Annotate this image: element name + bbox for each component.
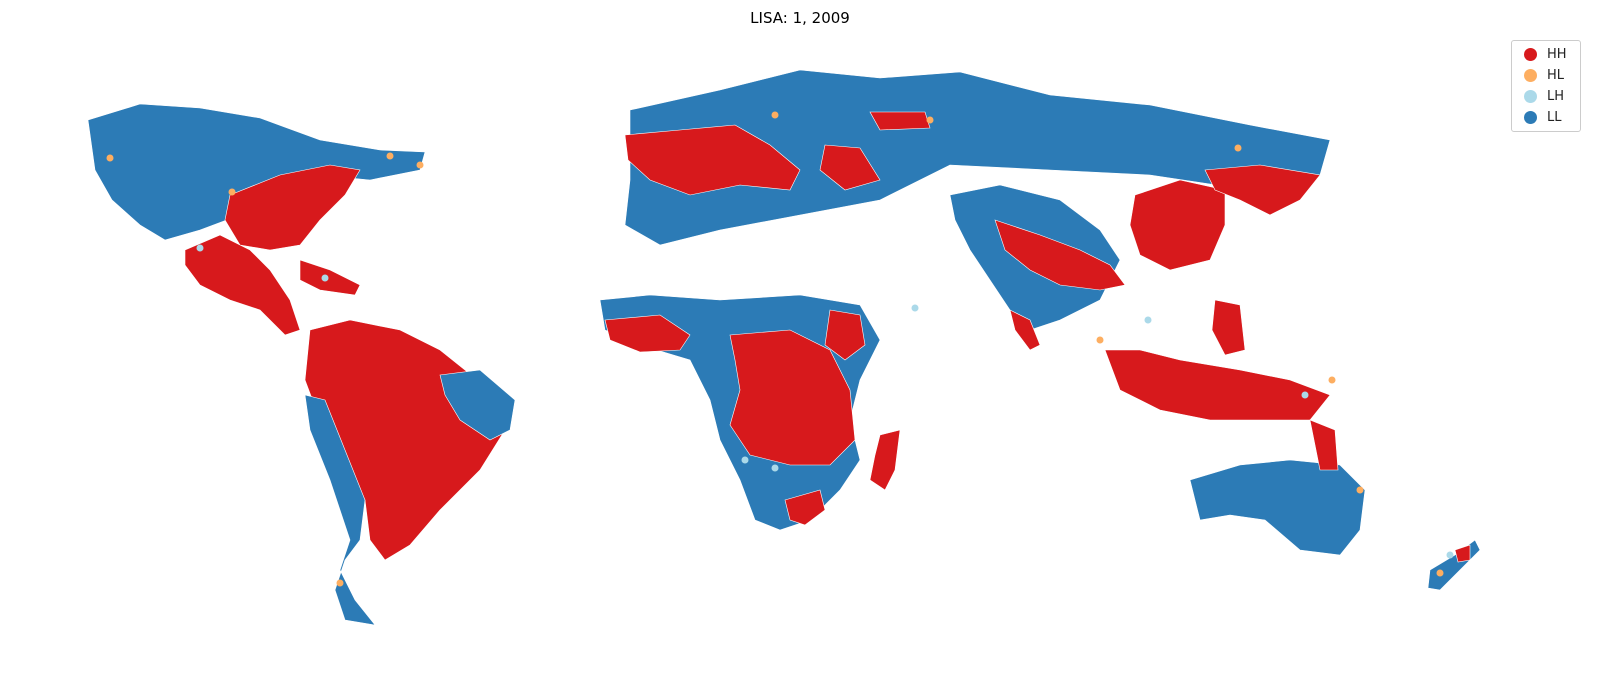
cell-hl-9	[1356, 486, 1364, 494]
cell-lh-14	[741, 456, 749, 464]
legend-label-hh: HH	[1547, 47, 1567, 62]
cell-lh-19	[1144, 316, 1152, 324]
region-new-zealand-ll	[1427, 539, 1481, 591]
legend-entry-ll: LL	[1512, 107, 1580, 128]
region-india-south-hh	[1009, 309, 1041, 351]
legend-swatch-lh	[1524, 90, 1537, 103]
region-east-north-america-hh	[224, 164, 361, 251]
region-new-guinea-hh	[1309, 419, 1339, 471]
region-west-africa-hh	[604, 314, 691, 353]
cell-hl-8	[1328, 376, 1336, 384]
legend-entry-lh: LH	[1512, 86, 1580, 107]
cell-hl-7	[1096, 336, 1104, 344]
legend-label-lh: LH	[1547, 89, 1565, 104]
cell-hl-3	[416, 161, 424, 169]
region-southeast-asia-hh	[1104, 349, 1331, 421]
region-turkey-caspian-hh	[819, 144, 881, 191]
cell-hl-5	[926, 116, 934, 124]
region-europe-hh	[624, 124, 801, 196]
cell-hl-10	[1436, 569, 1444, 577]
legend-entry-hh: HH	[1512, 44, 1580, 65]
legend: HH HL LH LL	[1511, 40, 1581, 132]
region-india-north-hh	[994, 219, 1126, 291]
region-brazil-east-ll	[439, 369, 516, 441]
region-philippines-hh	[1211, 299, 1246, 356]
legend-label-hl: HL	[1547, 68, 1565, 83]
legend-entry-hl: HL	[1512, 65, 1580, 86]
cell-lh-16	[1301, 391, 1309, 399]
region-australia-ll	[1189, 459, 1366, 556]
region-korea-japan-hh	[1204, 164, 1321, 216]
legend-swatch-hh	[1524, 48, 1537, 61]
cell-lh-15	[771, 464, 779, 472]
region-china-hh	[1129, 179, 1226, 271]
cell-hl-1	[228, 188, 236, 196]
cell-hl-11	[336, 579, 344, 587]
legend-swatch-hl	[1524, 69, 1537, 82]
region-andes-ll	[304, 394, 376, 626]
legend-label-ll: LL	[1547, 110, 1562, 125]
region-east-africa-hh	[824, 309, 866, 361]
region-russia-hh	[869, 111, 931, 131]
cell-lh-17	[1446, 551, 1454, 559]
cell-lh-12	[196, 244, 204, 252]
region-madagascar-hh	[869, 429, 901, 491]
region-southern-africa-hh	[784, 489, 826, 526]
region-central-africa-hh	[729, 329, 856, 466]
cell-hl-2	[386, 152, 394, 160]
region-new-zealand-hh	[1454, 544, 1471, 563]
cluster-regions	[87, 69, 1481, 626]
cell-hl-4	[771, 111, 779, 119]
cell-lh-18	[911, 304, 919, 312]
map-title: LISA: 1, 2009	[750, 9, 850, 27]
cell-hl-0	[106, 154, 114, 162]
cell-lh-13	[321, 274, 329, 282]
cell-hl-6	[1234, 144, 1242, 152]
region-central-america-hh	[184, 234, 301, 336]
legend-swatch-ll	[1524, 111, 1537, 124]
region-caribbean-hh	[299, 259, 361, 296]
